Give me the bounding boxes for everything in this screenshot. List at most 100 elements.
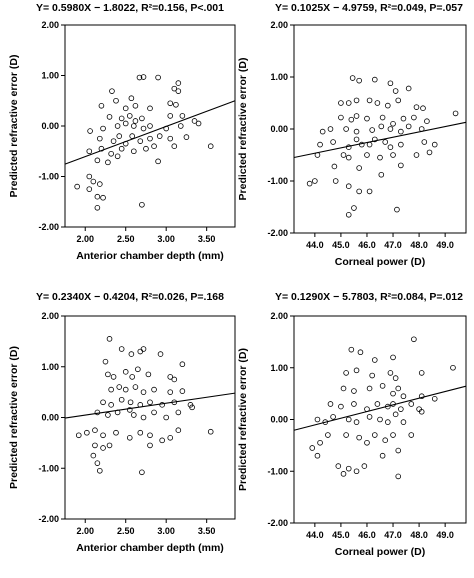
data-point: [189, 404, 195, 411]
data-point: [356, 188, 362, 195]
x-tick-label: 45.0: [332, 240, 350, 250]
data-point: [398, 162, 404, 169]
data-point: [335, 463, 342, 469]
y-axis-label: Predicted refractive error (D): [8, 346, 20, 489]
data-point: [100, 125, 106, 132]
data-point: [330, 139, 336, 145]
data-point: [132, 103, 139, 109]
data-point: [377, 154, 383, 161]
data-point: [110, 374, 117, 380]
data-point: [179, 113, 186, 119]
data-point: [118, 346, 125, 352]
data-point: [400, 393, 407, 400]
data-point: [327, 401, 334, 407]
y-tick-label: 1.00: [41, 71, 59, 81]
data-point: [132, 118, 139, 124]
data-point: [147, 399, 153, 406]
data-point: [129, 133, 135, 139]
data-point: [364, 152, 370, 158]
data-point: [356, 77, 362, 84]
data-point: [105, 371, 111, 378]
data-point: [395, 97, 402, 104]
data-point: [353, 468, 360, 475]
regression-line: [64, 392, 236, 419]
data-point: [108, 386, 114, 393]
data-point: [306, 180, 313, 187]
data-point: [175, 80, 182, 86]
plot-area: [64, 24, 236, 228]
data-point: [366, 97, 373, 104]
data-point: [345, 183, 352, 190]
y-tick-label: 0.00: [270, 124, 288, 134]
data-point: [122, 120, 129, 127]
data-point: [74, 183, 80, 190]
data-point: [413, 152, 420, 158]
data-point: [100, 445, 106, 451]
y-tick-label: -1.00: [267, 176, 288, 186]
data-point: [118, 145, 125, 152]
data-point: [122, 369, 129, 375]
data-point: [378, 123, 385, 130]
data-point: [387, 80, 394, 87]
data-point: [382, 437, 389, 444]
x-tick-label: 3.00: [157, 234, 175, 244]
y-tick-label: 1.00: [41, 362, 59, 372]
data-point: [147, 105, 153, 112]
data-point: [340, 152, 347, 158]
data-point: [398, 128, 404, 135]
data-point: [353, 419, 360, 425]
data-point: [349, 75, 356, 81]
regression-line: [293, 385, 467, 431]
data-point: [122, 386, 129, 393]
data-point: [100, 432, 106, 439]
data-point: [332, 178, 339, 184]
data-point: [145, 371, 152, 378]
data-point: [424, 118, 430, 124]
regression-line: [64, 100, 236, 165]
data-point: [418, 408, 425, 415]
data-point: [371, 76, 378, 83]
data-point: [405, 85, 412, 92]
data-point: [171, 85, 178, 92]
plot-area: [293, 24, 467, 234]
data-point: [343, 432, 349, 438]
data-point: [314, 416, 321, 423]
data-point: [385, 419, 391, 425]
data-point: [340, 471, 347, 477]
data-point: [369, 372, 375, 379]
data-point: [92, 442, 98, 449]
y-tick-label: -1.00: [38, 463, 59, 473]
data-point: [129, 374, 135, 380]
data-point: [151, 386, 157, 393]
y-tick-label: -2.00: [38, 514, 59, 524]
y-axis-label: Predicted refractive error (D): [237, 348, 249, 491]
data-point: [371, 136, 378, 143]
x-tick-label: 47.0: [384, 530, 402, 540]
data-point: [106, 336, 113, 342]
scatter-panel-1: Y= 0.5980X − 1.8022, R²=0.156, P<.001 -2.…: [8, 2, 236, 262]
data-point: [183, 134, 190, 140]
data-point: [353, 128, 360, 135]
data-point: [338, 100, 344, 106]
data-point: [100, 194, 106, 201]
data-point: [338, 114, 344, 121]
data-point: [398, 406, 404, 412]
data-point: [356, 165, 362, 171]
y-tick-label: 2.00: [41, 311, 59, 321]
data-point: [395, 447, 402, 454]
data-point: [97, 181, 103, 187]
data-point: [351, 388, 357, 394]
data-point: [173, 101, 179, 108]
data-point: [371, 357, 378, 363]
data-point: [374, 401, 381, 407]
x-tick-label: 3.50: [198, 234, 216, 244]
data-point: [421, 139, 428, 145]
y-tick-label: 2.00: [270, 20, 288, 30]
y-tick-label: 0.00: [270, 415, 288, 425]
x-tick-label: 3.50: [198, 526, 216, 536]
scatter-panel-2: Y= 0.1025X − 4.9759, R²=0.049, P=.057 -2.…: [237, 2, 467, 268]
data-point: [147, 135, 153, 142]
data-point: [452, 110, 459, 117]
data-point: [413, 104, 420, 110]
data-point: [126, 434, 133, 441]
